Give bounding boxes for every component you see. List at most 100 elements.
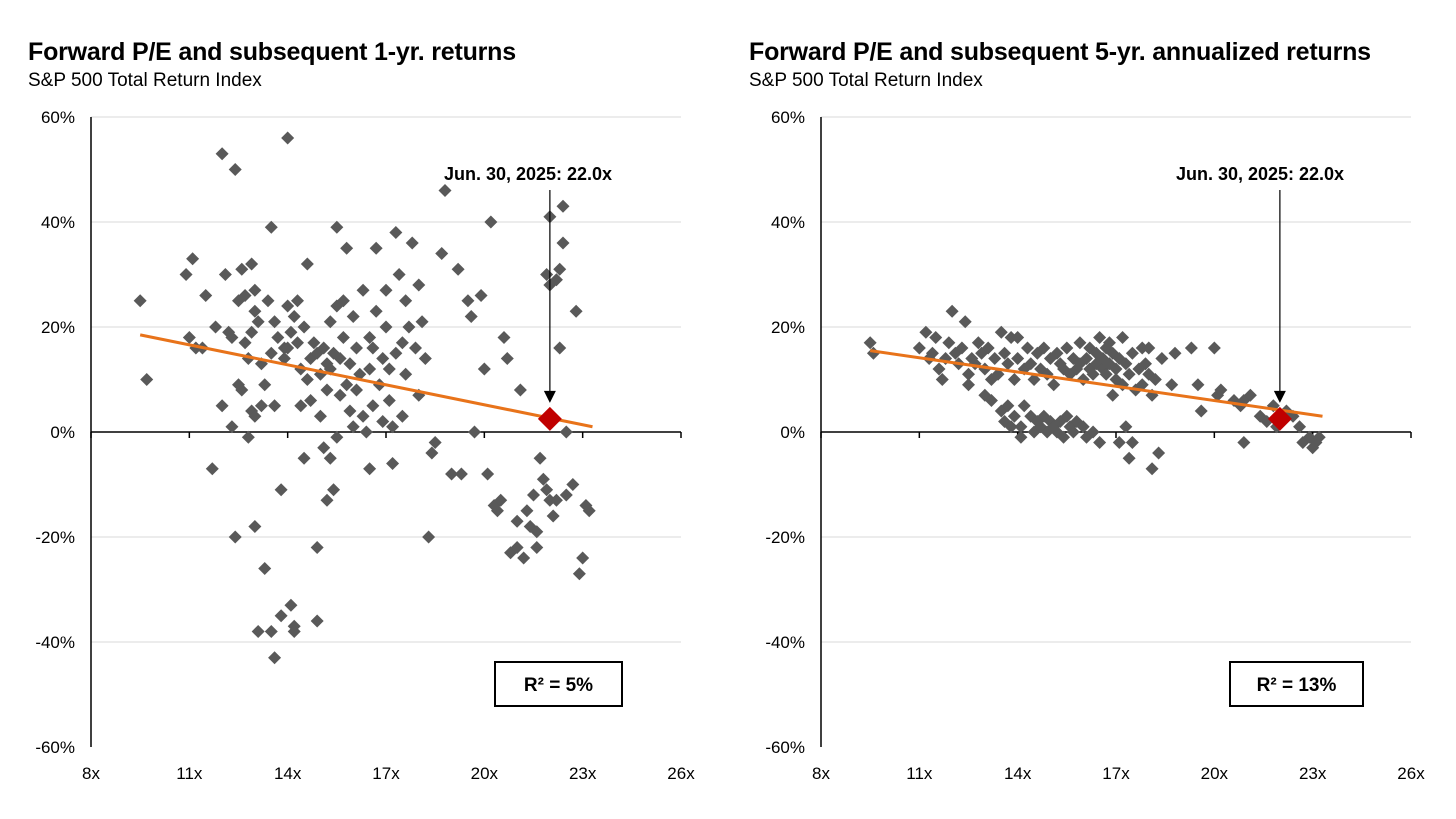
data-point [1260,415,1274,428]
data-point [500,352,514,365]
data-point [1119,420,1133,434]
x-tick-label: 23x [1299,764,1327,783]
data-point [454,467,468,481]
data-point [1125,346,1139,360]
data-point [1066,425,1080,439]
data-point [389,346,403,360]
data-point [218,268,232,281]
data-point [948,346,962,360]
data-point [919,325,933,339]
highlight-point [1267,406,1292,431]
data-point [513,383,527,397]
data-point [346,310,360,323]
data-point [1119,357,1133,371]
y-tick-label: -60% [765,738,805,757]
data-point [1106,388,1120,402]
data-point [1116,331,1130,344]
data-point [363,462,377,476]
data-point [994,325,1008,339]
data-point [929,331,943,344]
data-point [474,289,488,302]
y-tick-label: -40% [765,633,805,652]
data-point [1047,378,1061,392]
x-tick-label: 8x [812,764,830,783]
data-point [955,341,969,355]
data-point [330,220,344,234]
x-tick-label: 26x [667,764,695,783]
data-point [235,383,249,397]
annotation-arrowhead [543,390,556,403]
data-point [254,399,268,413]
data-point [209,320,223,334]
y-tick-label: -60% [35,738,75,757]
data-point [268,399,282,413]
y-tick-label: 20% [771,318,805,337]
data-point [1145,462,1159,476]
data-point [363,331,377,344]
data-point [395,409,409,423]
x-tick-label: 11x [176,764,203,783]
data-point [304,394,318,407]
x-tick-label: 23x [569,764,597,783]
data-point [1139,357,1152,371]
data-point [271,331,285,344]
data-point [330,430,344,444]
data-point [359,425,373,439]
data-point [1021,341,1034,355]
data-point [932,362,946,376]
chart-panel-1yr: Forward P/E and subsequent 1-yr. returns… [28,38,695,783]
x-tick-label: 14x [1004,764,1032,783]
data-point [527,488,540,502]
r-squared-label: R² = 5% [524,675,593,696]
data-point [245,325,259,339]
data-point [559,425,573,439]
data-point [925,346,939,360]
data-point [1306,441,1320,455]
data-point [1007,373,1021,386]
chart-title: Forward P/E and subsequent 1-yr. returns [28,38,516,66]
data-point [140,373,154,386]
data-point [451,262,465,276]
data-point [517,551,531,565]
data-point [1030,415,1044,428]
data-point [1060,409,1074,423]
data-point [241,430,255,444]
y-tick-label: 20% [41,318,75,337]
y-tick-label: -20% [765,528,805,547]
data-point [363,362,377,376]
data-point [264,625,278,638]
data-point [1017,399,1031,413]
data-point [1004,331,1018,344]
data-point [333,352,347,365]
data-point [1024,357,1038,371]
data-point [978,388,992,402]
chart-subtitle: S&P 500 Total Return Index [28,70,262,91]
data-point [428,436,442,449]
data-point [988,352,1002,365]
annotation-label: Jun. 30, 2025: 22.0x [1176,164,1344,184]
data-point [287,625,301,638]
trendline [139,333,593,429]
data-point [1194,404,1208,418]
data-point [291,294,304,308]
data-point [1168,346,1182,360]
data-point [1135,378,1149,392]
y-tick-label: 0% [780,423,805,442]
data-point [1096,362,1110,376]
data-point [405,236,419,250]
data-point [264,220,278,234]
data-point [228,163,242,176]
data-point [1007,409,1021,423]
data-point [1024,409,1038,423]
data-point [320,383,334,397]
data-point [481,467,495,481]
data-point [346,420,360,434]
data-point [228,530,242,544]
data-point [277,352,291,365]
data-point [336,331,350,344]
y-tick-label: 40% [41,213,75,232]
data-point [281,131,295,145]
data-point [415,315,429,329]
data-point [510,514,524,528]
data-point [461,294,475,308]
